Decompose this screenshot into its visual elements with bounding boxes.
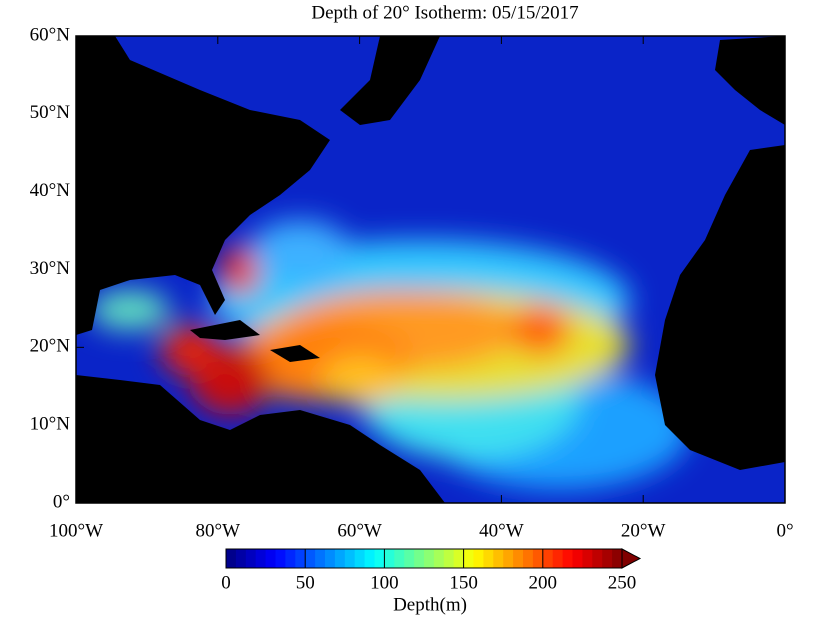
colorbar-cell xyxy=(424,549,435,568)
map-title: Depth of 20° Isotherm: 05/15/2017 xyxy=(311,2,578,23)
colorbar-cell xyxy=(305,549,316,568)
x-tick-label: 100°W xyxy=(49,520,103,541)
colorbar-cell xyxy=(602,549,613,568)
colorbar-cell xyxy=(433,549,445,568)
colorbar-cell xyxy=(295,549,306,568)
colorbar-label: Depth(m) xyxy=(393,594,467,615)
x-tick-label: 40°W xyxy=(479,520,524,541)
colorbar-cell xyxy=(572,549,583,568)
colorbar-cell xyxy=(592,549,603,568)
colorbar-cell xyxy=(315,549,326,568)
colorbar-cell xyxy=(612,549,623,568)
colorbar-cell xyxy=(325,549,336,568)
colorbar-cell xyxy=(364,549,375,568)
colorbar-tick-label: 250 xyxy=(608,572,637,593)
y-tick-label: 50°N xyxy=(30,102,71,123)
colorbar-cell xyxy=(582,549,593,568)
colorbar: 0 50 100 150 200 250 xyxy=(221,548,642,593)
colorbar-cell xyxy=(285,549,296,568)
x-tick-label: 20°W xyxy=(621,520,666,541)
colorbar-cell xyxy=(493,549,504,568)
x-tick-label: 0° xyxy=(776,520,793,541)
x-tick-label: 80°W xyxy=(196,520,241,541)
colorbar-cell xyxy=(255,549,267,568)
colorbar-cell xyxy=(483,549,494,568)
depth-field xyxy=(90,220,690,490)
colorbar-cell xyxy=(235,549,247,568)
colorbar-cell xyxy=(384,549,395,568)
colorbar-cell xyxy=(354,549,366,568)
colorbar-cell xyxy=(414,549,425,568)
colorbar-cell xyxy=(374,549,385,568)
x-tick-label: 60°W xyxy=(337,520,382,541)
colorbar-cell xyxy=(275,549,286,568)
colorbar-cell xyxy=(443,549,455,568)
colorbar-tick-label: 150 xyxy=(449,572,478,593)
colorbar-cell xyxy=(453,549,465,568)
y-tick-label: 10°N xyxy=(30,414,71,435)
colorbar-cell xyxy=(404,549,415,568)
y-tick-label: 60°N xyxy=(30,24,71,45)
colorbar-cell xyxy=(513,549,524,568)
colorbar-cell xyxy=(463,549,474,568)
y-tick-label: 20°N xyxy=(30,336,71,357)
map-area xyxy=(76,36,785,503)
land xyxy=(76,36,785,503)
colorbar-tick-label: 100 xyxy=(370,572,399,593)
y-tick-label: 40°N xyxy=(30,180,71,201)
colorbar-tick-label: 200 xyxy=(529,572,558,593)
colorbar-tick-label: 50 xyxy=(296,572,315,593)
colorbar-arrow xyxy=(621,548,642,569)
colorbar-cell xyxy=(344,549,356,568)
y-tick-label: 30°N xyxy=(30,258,71,279)
y-tick-label: 0° xyxy=(53,491,70,512)
colorbar-cell xyxy=(532,549,544,568)
colorbar-cell xyxy=(542,549,554,568)
colorbar-cell xyxy=(265,549,276,568)
colorbar-cell xyxy=(523,549,534,568)
colorbar-cell xyxy=(334,549,346,568)
colorbar-cell xyxy=(562,549,573,568)
colorbar-cell xyxy=(552,549,564,568)
colorbar-cell xyxy=(394,549,405,568)
colorbar-cell xyxy=(245,549,257,568)
colorbar-cell xyxy=(226,549,237,568)
colorbar-cell xyxy=(473,549,484,568)
colorbar-tick-label: 0 xyxy=(221,572,231,593)
colorbar-cell xyxy=(503,549,514,568)
